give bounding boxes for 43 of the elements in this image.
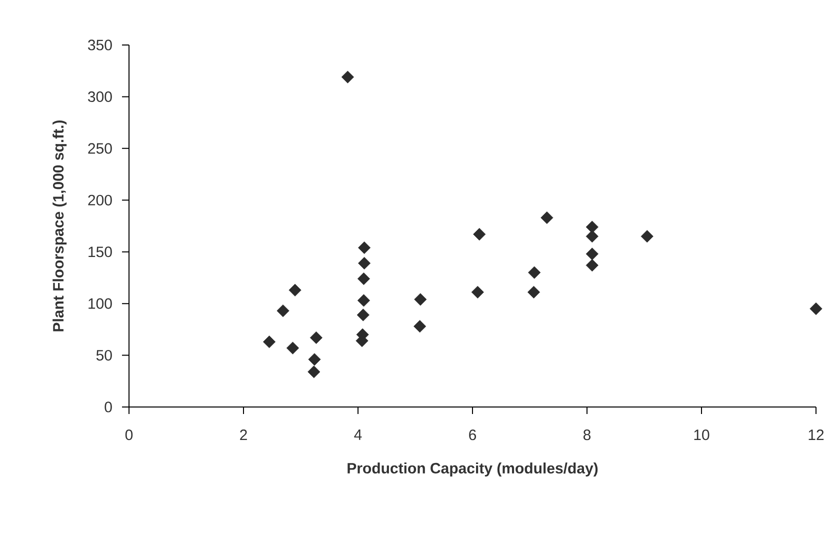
point xyxy=(308,353,321,366)
y-tick-label: 50 xyxy=(96,350,112,361)
point xyxy=(528,266,541,279)
point xyxy=(358,256,371,270)
x-tick-label: 0 xyxy=(125,430,133,440)
point xyxy=(527,286,540,298)
y-tick-label: 250 xyxy=(88,143,112,154)
x-tick-label: 6 xyxy=(469,430,476,440)
point xyxy=(810,302,822,316)
point xyxy=(310,331,322,344)
x-tick-label: 8 xyxy=(583,430,591,440)
x-axis-title: Production Capacity (modules/day) xyxy=(348,462,598,476)
y-tick-label: 300 xyxy=(88,91,112,102)
point xyxy=(308,366,320,378)
y-tick-label: 0 xyxy=(104,402,112,412)
point xyxy=(357,272,370,286)
x-tick-label: 12 xyxy=(808,430,824,440)
point xyxy=(276,304,290,318)
x-tick-label: 2 xyxy=(240,430,247,440)
point xyxy=(414,293,427,306)
point xyxy=(357,294,370,307)
y-tick-label: 350 xyxy=(88,40,112,50)
point xyxy=(473,228,486,241)
point xyxy=(586,220,598,234)
y-tick-label: 200 xyxy=(88,194,112,206)
point xyxy=(586,259,598,272)
y-tick-label: 150 xyxy=(88,246,112,258)
point xyxy=(586,248,598,260)
x-tick-label: 4 xyxy=(354,430,362,440)
y-tick-label: 100 xyxy=(88,298,112,309)
point xyxy=(262,336,276,348)
point xyxy=(358,241,371,254)
y-axis-title: Plant Floorspace (1,000 sq.ft.) xyxy=(52,120,67,332)
point xyxy=(286,342,300,354)
point xyxy=(586,230,598,243)
point xyxy=(640,230,654,243)
point xyxy=(288,284,302,296)
point xyxy=(414,320,426,333)
point xyxy=(471,286,484,298)
point xyxy=(356,308,370,322)
x-tick-label: 10 xyxy=(694,430,710,440)
point xyxy=(540,211,554,224)
point xyxy=(341,70,354,84)
